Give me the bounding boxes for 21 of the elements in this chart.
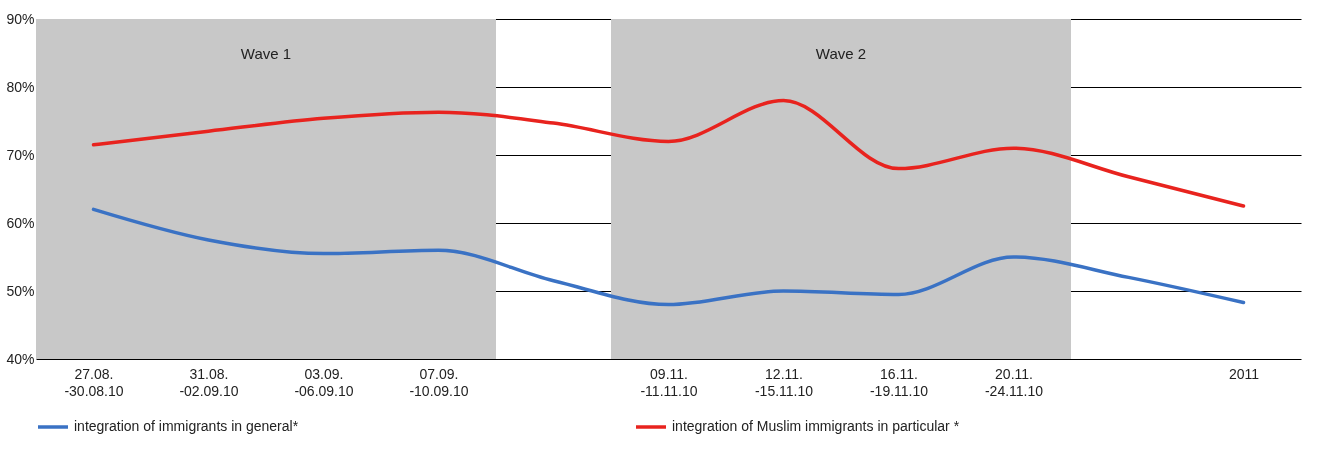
- x-tick-label: 03.09. -06.09.10: [294, 365, 354, 399]
- x-tick-label: 16.11. -19.11.10: [869, 365, 929, 399]
- legend-label: integration of Muslim immigrants in particular *: [672, 418, 960, 434]
- y-tick-label: 70%: [6, 146, 35, 163]
- y-tick-label: 60%: [6, 214, 35, 231]
- line-series: [91, 98, 1246, 208]
- line-series: [91, 207, 1246, 307]
- y-tick-label: 50%: [6, 282, 35, 299]
- y-tick-label: 40%: [6, 350, 35, 367]
- x-tick-label: 31.08. -02.09.10: [179, 365, 239, 399]
- x-tick-label: 07.09. -10.09.10: [409, 365, 469, 399]
- x-tick-label: 12.11. -15.11.10: [754, 365, 814, 399]
- band-label: Wave 1: [240, 45, 292, 62]
- x-tick-label: 09.11. -11.11.10: [640, 365, 698, 399]
- x-tick-label: 2011: [1228, 365, 1260, 382]
- band-label: Wave 2: [815, 45, 867, 62]
- x-tick-label: 27.08. -30.08.10: [64, 365, 124, 399]
- y-tick-label: 90%: [6, 10, 35, 27]
- y-tick-label: 80%: [6, 78, 35, 95]
- x-tick-label: 20.11. -24.11.10: [984, 365, 1044, 399]
- legend-label: integration of immigrants in general*: [74, 418, 299, 434]
